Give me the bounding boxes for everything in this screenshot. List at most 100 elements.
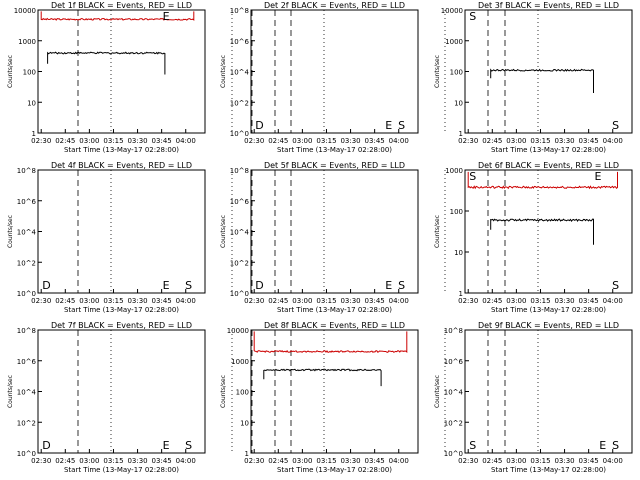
x-tick-label: 03:15 [316, 297, 336, 305]
plot-frame [464, 169, 633, 294]
y-tick-label: 100 [450, 69, 463, 77]
x-tick-label: 02:45 [482, 297, 502, 305]
y-tick-label: 10 [240, 419, 249, 427]
panel-det-6: Det 6f BLACK = Events, RED = LLD 02:30 02:… [434, 161, 633, 314]
y-tick-label: 10^6 [17, 198, 37, 206]
series-line-lld [40, 11, 195, 21]
x-tick-label: 03:15 [103, 457, 123, 465]
x-tick-label: 02:45 [268, 457, 288, 465]
marker-label: S [469, 439, 476, 452]
panel-det-2: Det 2f BLACK = Events, RED = LLD 02:30 02:… [220, 1, 489, 154]
marker-label: S [398, 119, 405, 132]
y-tick-label: 10^6 [444, 358, 464, 366]
y-tick-label: 100 [236, 389, 249, 397]
x-tick-label: 02:30 [244, 457, 264, 465]
y-tick-label: 10^4 [230, 69, 250, 77]
x-axis-label: Start Time (13-May-17 02:28:00) [491, 146, 606, 154]
marker-label: S [185, 279, 192, 292]
y-tick-label: 10^4 [230, 229, 250, 237]
y-tick-label: 10 [454, 99, 463, 107]
x-tick-label: 03:15 [530, 457, 550, 465]
y-tick-label: 100 [450, 208, 463, 216]
x-tick-label: 03:00 [506, 297, 526, 305]
x-tick-label: 02:45 [268, 137, 288, 145]
panel-det-5: Det 5f BLACK = Events, RED = LLD 02:30 02:… [220, 161, 489, 314]
y-tick-label: 10^0 [444, 450, 463, 458]
y-tick-label: 1 [245, 450, 249, 458]
x-tick-label: 04:00 [389, 457, 409, 465]
x-tick-label: 03:15 [316, 137, 336, 145]
plot-frame [250, 329, 419, 454]
y-tick-label: 10^2 [17, 419, 36, 427]
x-axis-label: Start Time (13-May-17 02:28:00) [64, 146, 179, 154]
x-tick-label: 03:45 [152, 297, 172, 305]
x-tick-label: 02:30 [31, 297, 51, 305]
x-tick-label: 03:30 [127, 457, 147, 465]
x-tick-label: 03:30 [127, 137, 147, 145]
chart-title: Det 1f BLACK = Events, RED = LLD [51, 1, 192, 10]
marker-label: S [469, 170, 476, 183]
plot-frame [37, 329, 206, 454]
x-tick-label: 04:00 [176, 457, 196, 465]
x-tick-label: 03:00 [79, 297, 99, 305]
x-tick-label: 03:45 [579, 457, 599, 465]
x-tick-label: 03:30 [554, 457, 574, 465]
panel-det-8: Det 8f BLACK = Events, RED = LLD 02:30 02:… [220, 321, 489, 474]
x-axis-label: Start Time (13-May-17 02:28:00) [277, 306, 392, 314]
marker-label: S [185, 439, 192, 452]
y-tick-label: 10^2 [17, 259, 36, 267]
series-line-lld [467, 171, 618, 190]
chart-title: Det 4f BLACK = Events, RED = LLD [51, 161, 192, 170]
marker-label: E [594, 170, 601, 183]
y-axis-label: Counts/sec [220, 215, 227, 248]
x-tick-label: 03:00 [506, 137, 526, 145]
plot-frame [37, 9, 206, 134]
chart-title: Det 6f BLACK = Events, RED = LLD [478, 161, 619, 170]
x-tick-label: 03:30 [554, 297, 574, 305]
x-tick-label: 03:00 [292, 457, 312, 465]
x-axis-label: Start Time (13-May-17 02:28:00) [277, 466, 392, 474]
y-tick-label: 10^8 [17, 167, 36, 175]
y-tick-label: 1 [459, 290, 463, 298]
marker-label: E [163, 10, 170, 23]
x-tick-label: 02:30 [458, 457, 478, 465]
plot-frame [464, 9, 633, 134]
y-axis-label: Counts/sec [434, 215, 441, 248]
y-tick-label: 10^8 [230, 7, 249, 15]
y-tick-label: 1000 [445, 167, 463, 175]
y-tick-label: 10^4 [17, 389, 37, 397]
x-tick-label: 03:30 [340, 457, 360, 465]
x-tick-label: 03:45 [365, 457, 385, 465]
y-tick-label: 1000 [231, 358, 249, 366]
y-tick-label: 1 [32, 130, 36, 138]
series-line-events [47, 51, 166, 75]
y-tick-label: 10^8 [444, 327, 463, 335]
plot-frame [250, 9, 419, 134]
chart-title: Det 2f BLACK = Events, RED = LLD [264, 1, 405, 10]
y-tick-label: 10^2 [230, 259, 249, 267]
x-tick-label: 03:00 [292, 137, 312, 145]
y-tick-label: 10^4 [444, 389, 464, 397]
plot-frame [464, 329, 633, 454]
y-axis-label: Counts/sec [7, 215, 14, 248]
x-tick-label: 03:00 [506, 457, 526, 465]
series-line-events [490, 218, 594, 245]
plot-frame [250, 169, 419, 294]
x-tick-label: 02:30 [31, 137, 51, 145]
marker-label: S [398, 279, 405, 292]
y-axis-label: Counts/sec [7, 55, 14, 88]
x-tick-label: 03:45 [579, 297, 599, 305]
y-tick-label: 10000 [441, 7, 463, 15]
series-line-events [490, 68, 594, 93]
y-tick-label: 10^8 [17, 327, 36, 335]
y-tick-label: 10000 [227, 327, 249, 335]
series-line-events [263, 368, 382, 387]
x-tick-label: 02:45 [55, 297, 75, 305]
y-tick-label: 10000 [14, 7, 36, 15]
y-tick-label: 10^0 [17, 450, 36, 458]
x-tick-label: 03:30 [554, 137, 574, 145]
x-axis-label: Start Time (13-May-17 02:28:00) [64, 306, 179, 314]
marker-label: E [385, 279, 392, 292]
marker-label: D [42, 439, 50, 452]
